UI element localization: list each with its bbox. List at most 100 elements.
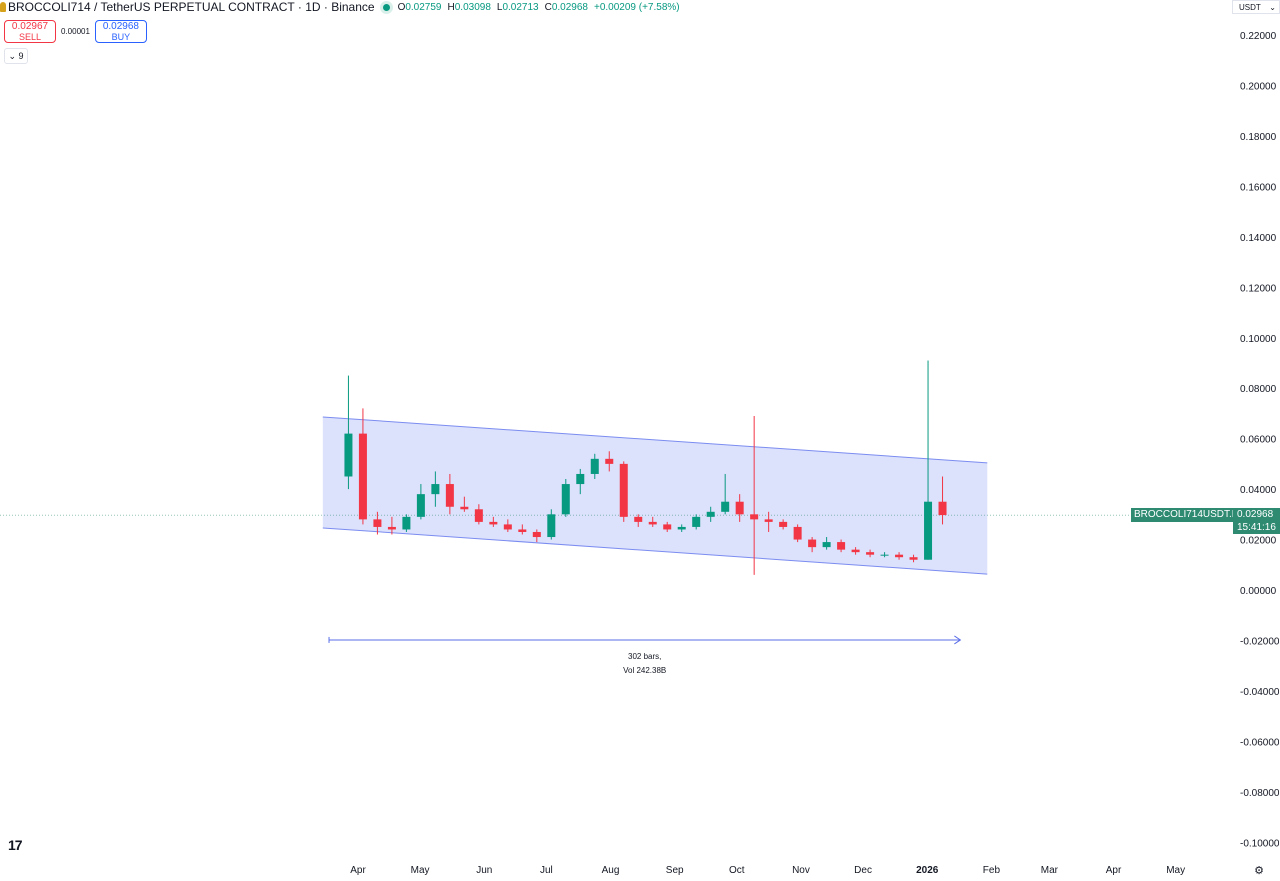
time-tick-label: Apr [1106, 865, 1122, 876]
candle-body [779, 521, 788, 527]
price-tick-label: 0.08000 [1240, 384, 1277, 395]
candle-body [518, 529, 527, 532]
time-tick-label: Jun [476, 865, 492, 876]
candle-body [793, 526, 802, 540]
candle-body [358, 433, 367, 520]
price-tick-label: 0.02000 [1240, 536, 1277, 547]
candle [503, 519, 512, 532]
candle [837, 539, 846, 553]
ohlc-open: O0.02759 [397, 1, 442, 13]
candle [895, 552, 904, 560]
candle [721, 473, 730, 515]
spread-value: 0.00001 [61, 27, 90, 36]
candle-body [474, 509, 483, 522]
candle [663, 521, 672, 532]
symbol-legend: BROCCOLI714 / TetherUS PERPETUAL CONTRAC… [0, 0, 686, 14]
candle-body [619, 463, 628, 517]
channel-lower-line [322, 527, 988, 575]
candle [677, 524, 686, 532]
chevron-down-icon: ⌄ [8, 50, 16, 61]
trade-panel: 0.02967 SELL 0.00001 0.02968 BUY [4, 20, 147, 43]
symbol-price-label: BROCCOLI714USDT.P [1131, 508, 1242, 522]
indicators-toggle-button[interactable]: ⌄ 9 [4, 48, 28, 64]
parallel-channel[interactable] [322, 416, 988, 575]
broccoli-coin-icon [0, 2, 6, 12]
price-tick-label: 0.20000 [1240, 82, 1277, 93]
candle [822, 537, 831, 550]
buy-button[interactable]: 0.02968 BUY [94, 20, 147, 43]
candle-body [387, 526, 396, 530]
time-tick-label: Mar [1041, 865, 1059, 876]
price-axis[interactable]: 0.22000 0.20000 0.18000 0.16000 0.14000 0.120… [1240, 31, 1280, 849]
chevron-down-icon: ⌄ [1269, 2, 1276, 12]
candle [909, 554, 918, 563]
price-tick-label: 0.04000 [1240, 485, 1277, 496]
candle [518, 524, 527, 535]
time-tick-label: May [1166, 865, 1185, 876]
candle [866, 549, 875, 558]
candle-body [924, 501, 933, 560]
candle-body [547, 514, 556, 538]
candle [445, 473, 454, 515]
candle [344, 375, 353, 490]
measure-volume-label: Vol 242.38B [623, 666, 666, 675]
time-tick-label: Aug [602, 865, 620, 876]
candle [590, 453, 599, 480]
gear-icon[interactable]: ⚙ [1254, 865, 1264, 877]
sell-button[interactable]: 0.02967 SELL [4, 20, 56, 43]
candle [851, 547, 860, 555]
candle-body [373, 519, 382, 527]
candle-body [648, 521, 657, 525]
price-tick-label: -0.08000 [1240, 788, 1280, 799]
candle [706, 506, 715, 522]
candle-body [590, 458, 599, 474]
candle [460, 496, 469, 512]
price-tick-label: -0.10000 [1240, 838, 1280, 849]
measure-tool[interactable]: 302 bars, Vol 242.38B [328, 635, 962, 675]
time-tick-label: Nov [792, 865, 810, 876]
tradingview-logo-icon[interactable]: 17 [8, 837, 23, 853]
time-tick-label: Dec [854, 865, 872, 876]
symbol-title[interactable]: BROCCOLI714 / TetherUS PERPETUAL CONTRAC… [8, 0, 375, 14]
time-tick-label: May [411, 865, 430, 876]
ohlc-low: L0.02713 [496, 1, 539, 13]
candle [576, 468, 585, 495]
candle-body [460, 506, 469, 510]
candle-body [489, 521, 498, 525]
currency-select[interactable]: USDT ⌄ [1232, 0, 1280, 14]
price-tick-label: -0.06000 [1240, 737, 1280, 748]
price-tick-label: 0.14000 [1240, 233, 1277, 244]
time-axis[interactable]: Apr May Jun Jul Aug Sep Oct Nov Dec 2026 Feb Mar Apr… [350, 865, 1185, 876]
candle [735, 494, 744, 522]
candle [402, 514, 411, 532]
candle [431, 471, 440, 507]
candle [358, 408, 367, 525]
candle-body [866, 552, 875, 555]
candle-body [909, 557, 918, 560]
price-tick-label: 0.22000 [1240, 31, 1277, 42]
market-status-icon[interactable] [382, 3, 390, 11]
candle [561, 479, 570, 517]
candle [793, 524, 802, 543]
candle [779, 519, 788, 530]
candle-body [416, 494, 425, 517]
candle-body [895, 554, 904, 558]
candle-body [431, 484, 440, 495]
candle [474, 504, 483, 525]
candle [648, 516, 657, 527]
candle-body [561, 484, 570, 515]
arrow-right-icon [954, 635, 962, 645]
candle [532, 529, 541, 543]
price-tick-label: 0.06000 [1240, 435, 1277, 446]
channel-fill [322, 416, 988, 575]
candle-body [735, 501, 744, 515]
candle-body [344, 433, 353, 477]
candle-body [706, 511, 715, 517]
time-tick-label: Apr [350, 865, 366, 876]
candle [880, 552, 889, 558]
candle-body [677, 526, 686, 530]
last-price-label: 0.02968 15:41:16 [1233, 508, 1280, 534]
candle [619, 461, 628, 522]
candle-body [822, 542, 831, 548]
